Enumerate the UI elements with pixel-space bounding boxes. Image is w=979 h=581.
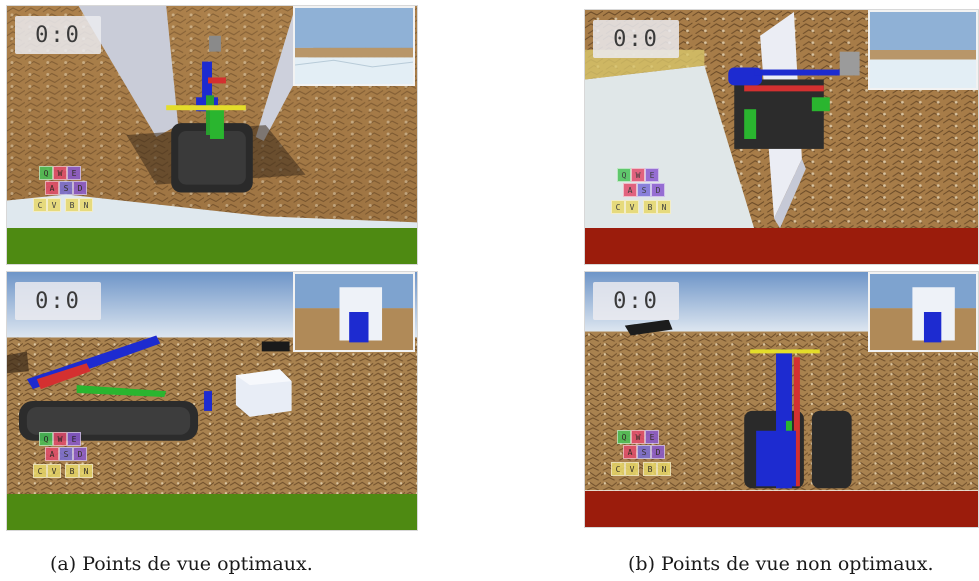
key-d[interactable]: D — [651, 445, 665, 459]
score-display: 0:0 — [593, 20, 679, 58]
keypad-overlay: Q W E A S D C V B N — [33, 166, 109, 218]
key-e[interactable]: E — [67, 166, 81, 180]
key-w[interactable]: W — [53, 166, 67, 180]
key-c[interactable]: C — [33, 464, 47, 478]
minimap-view — [868, 272, 978, 352]
key-v[interactable]: V — [625, 462, 639, 476]
key-c[interactable]: C — [611, 200, 625, 214]
viewpoint-panel-top-left: 0:0 Q W E A S D C V B N — [6, 5, 418, 265]
key-w[interactable]: W — [631, 168, 645, 182]
key-s[interactable]: S — [59, 181, 73, 195]
key-d[interactable]: D — [73, 181, 87, 195]
key-e[interactable]: E — [67, 432, 81, 446]
key-d[interactable]: D — [73, 447, 87, 461]
key-d[interactable]: D — [651, 183, 665, 197]
minimap-view — [868, 10, 978, 90]
score-display: 0:0 — [593, 282, 679, 320]
key-c[interactable]: C — [611, 462, 625, 476]
minimap-view — [293, 6, 415, 86]
score-display: 0:0 — [15, 16, 101, 54]
key-n[interactable]: N — [79, 198, 93, 212]
viewpoint-panel-bottom-right: 0:0 Q W E A S D C V B N — [584, 271, 979, 528]
key-q[interactable]: Q — [39, 432, 53, 446]
key-b[interactable]: B — [643, 462, 657, 476]
key-a[interactable]: A — [45, 447, 59, 461]
status-bar-optimal — [7, 494, 417, 530]
key-e[interactable]: E — [645, 168, 659, 182]
key-a[interactable]: A — [623, 183, 637, 197]
key-b[interactable]: B — [65, 464, 79, 478]
viewpoint-panel-top-right: 0:0 Q W E A S D C V B N — [584, 9, 979, 265]
key-a[interactable]: A — [623, 445, 637, 459]
key-s[interactable]: S — [59, 447, 73, 461]
caption-non-optimal: (b) Points de vue non optimaux. — [628, 553, 934, 575]
key-w[interactable]: W — [53, 432, 67, 446]
key-e[interactable]: E — [645, 430, 659, 444]
key-c[interactable]: C — [33, 198, 47, 212]
key-q[interactable]: Q — [39, 166, 53, 180]
key-v[interactable]: V — [625, 200, 639, 214]
key-s[interactable]: S — [637, 445, 651, 459]
key-v[interactable]: V — [47, 198, 61, 212]
key-v[interactable]: V — [47, 464, 61, 478]
key-n[interactable]: N — [657, 200, 671, 214]
status-bar-optimal — [7, 228, 417, 264]
keypad-overlay: Q W E A S D C V B N — [611, 168, 687, 220]
minimap-view — [293, 272, 415, 352]
key-n[interactable]: N — [79, 464, 93, 478]
key-q[interactable]: Q — [617, 430, 631, 444]
keypad-overlay: Q W E A S D C V B N — [611, 430, 687, 482]
key-b[interactable]: B — [65, 198, 79, 212]
key-q[interactable]: Q — [617, 168, 631, 182]
status-bar-non-optimal — [585, 491, 978, 527]
viewpoint-panel-bottom-left: 0:0 Q W E A S D C V B N — [6, 271, 418, 531]
keypad-overlay: Q W E A S D C V B N — [33, 432, 109, 484]
status-bar-non-optimal — [585, 228, 978, 264]
key-w[interactable]: W — [631, 430, 645, 444]
key-b[interactable]: B — [643, 200, 657, 214]
score-display: 0:0 — [15, 282, 101, 320]
key-n[interactable]: N — [657, 462, 671, 476]
key-a[interactable]: A — [45, 181, 59, 195]
key-s[interactable]: S — [637, 183, 651, 197]
caption-optimal: (a) Points de vue optimaux. — [50, 553, 313, 575]
